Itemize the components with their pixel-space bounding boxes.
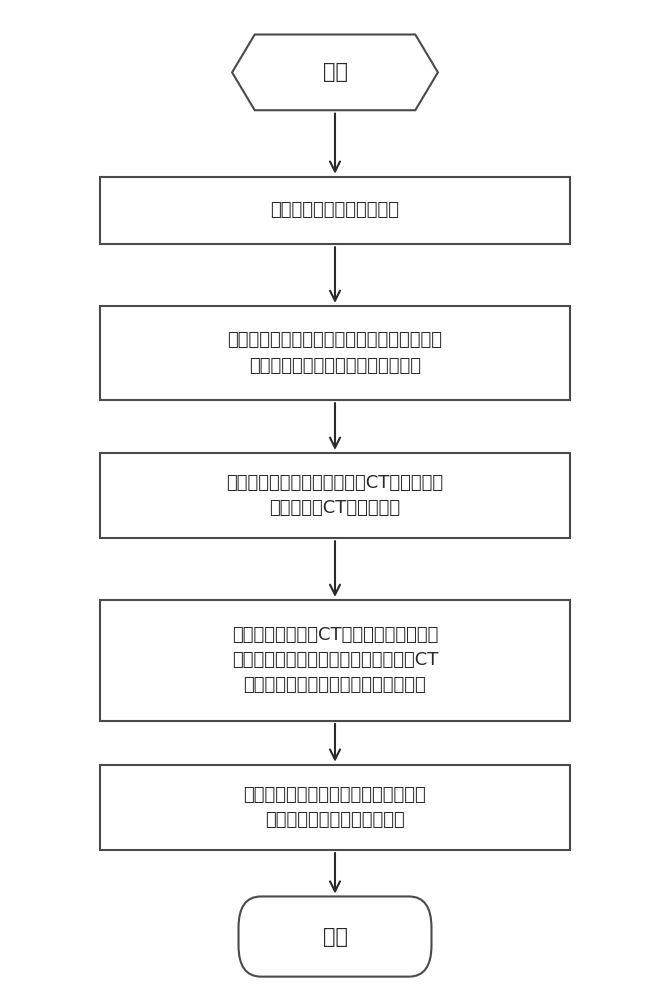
Bar: [100, 765, 570, 850]
Polygon shape: [232, 34, 438, 110]
Text: 得到待测部位的骨密度，完成测量，显
示并打印测量结果及诊断报告: 得到待测部位的骨密度，完成测量，显 示并打印测量结果及诊断报告: [244, 786, 426, 829]
Bar: [100, 453, 570, 538]
Text: 受检者将头部固定在托体上: 受检者将头部固定在托体上: [271, 201, 399, 219]
Bar: [100, 177, 570, 244]
Text: 结束: 结束: [322, 927, 348, 947]
Bar: [100, 306, 570, 400]
Text: 计算体模区域中每个定标模块CT值的平均值
和待测区域CT值的平均值: 计算体模区域中每个定标模块CT值的平均值 和待测区域CT值的平均值: [226, 474, 444, 517]
FancyBboxPatch shape: [239, 896, 431, 977]
Bar: [100, 600, 570, 720]
Text: 开始: 开始: [322, 62, 348, 82]
Text: 对待测颌骨和定标体模进行扫描并成像，获得
具有待测颌骨和定标体模的三维图像: 对待测颌骨和定标体模进行扫描并成像，获得 具有待测颌骨和定标体模的三维图像: [228, 332, 442, 374]
Text: 将每个定标模块的CT值平均值及其相应的
骨组织等效物质的浓度线性回归，得到CT
值与骨组织等效物质的浓度的线性关系: 将每个定标模块的CT值平均值及其相应的 骨组织等效物质的浓度线性回归，得到CT …: [232, 626, 438, 694]
